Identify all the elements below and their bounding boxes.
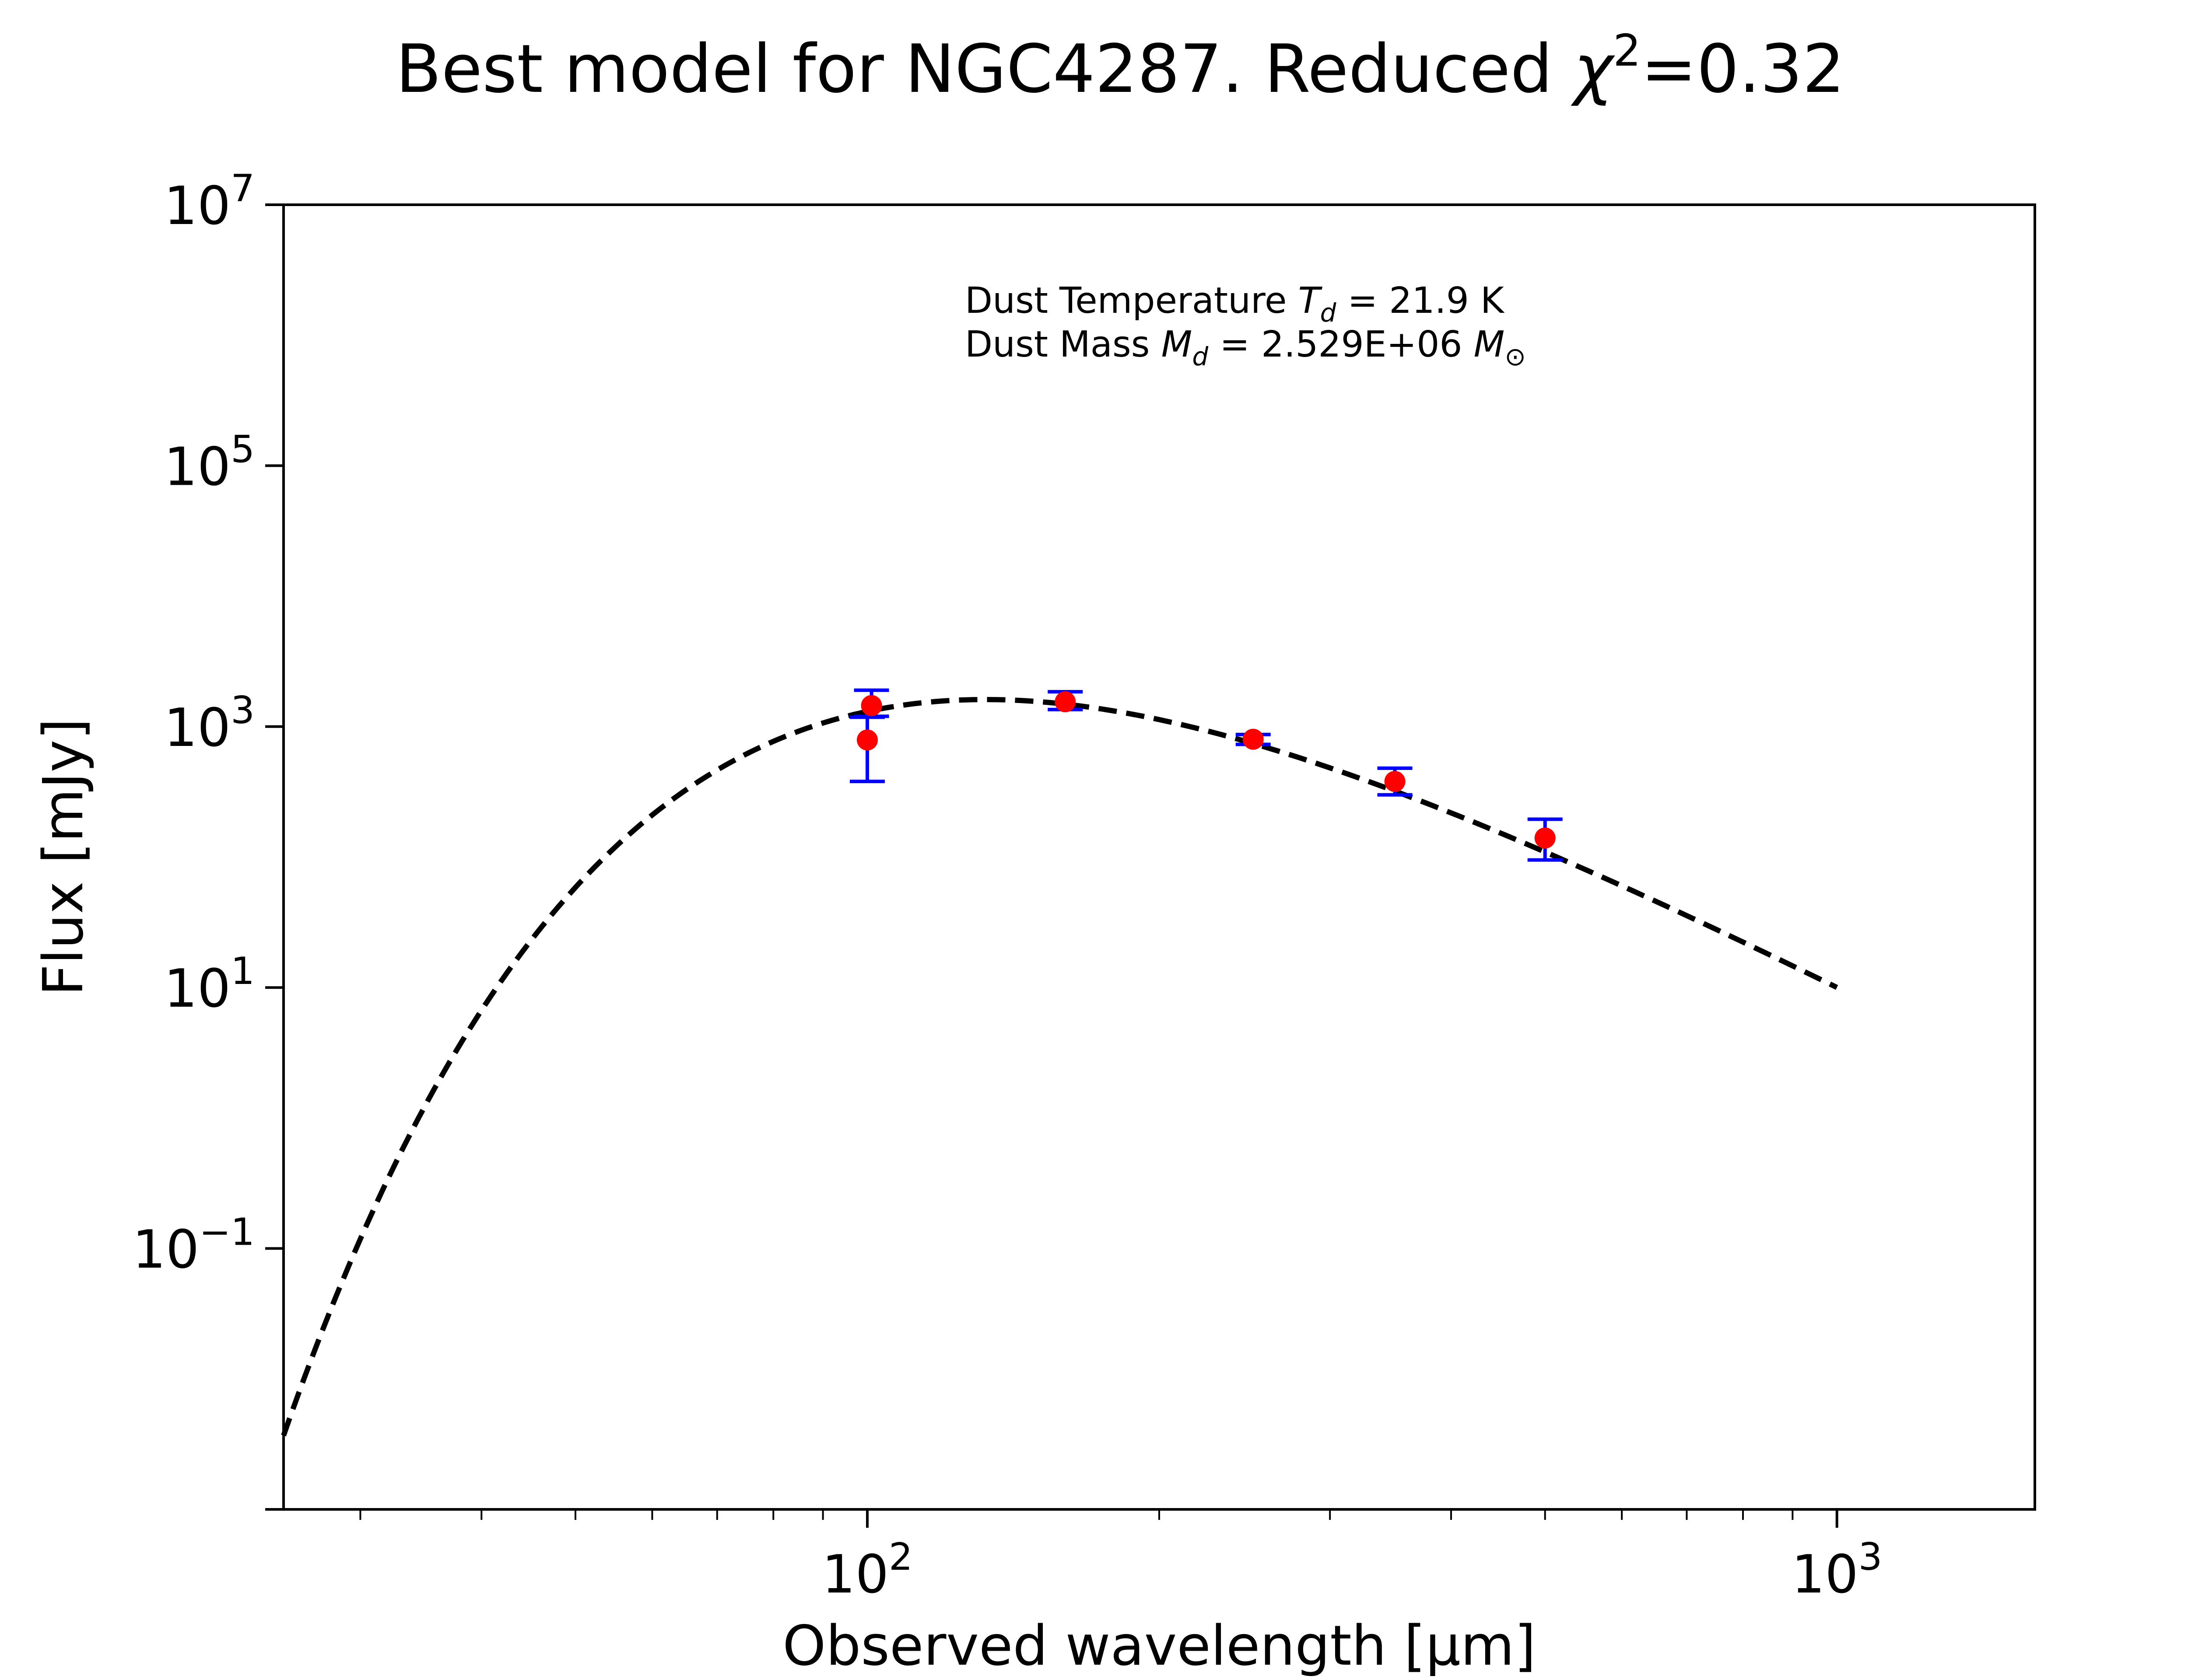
y-tick-label: 105 [164, 427, 255, 497]
y-axis-label: Flux [mJy] [31, 718, 95, 996]
data-point [861, 695, 882, 716]
y-tick-label: 107 [164, 167, 255, 237]
x-tick-label: 102 [822, 1535, 912, 1605]
y-axis: 10−1 101 103 105 107 [133, 167, 284, 1511]
data-point [1055, 691, 1076, 713]
chart-title: Best model for NGC4287. Reduced χ2=0.32 [396, 25, 1844, 108]
dust-mass-annotation: Dust Mass Md = 2.529E+06 M⊙ [965, 324, 1526, 371]
data-point [1534, 827, 1556, 849]
dust-temperature-annotation: Dust Temperature Td = 21.9 K [965, 280, 1505, 328]
x-tick-label: 103 [1792, 1535, 1882, 1605]
y-tick-label: 101 [164, 949, 255, 1019]
plot-area [281, 688, 1838, 1437]
data-point [857, 729, 878, 751]
y-tick-label: 10−1 [133, 1211, 255, 1281]
x-axis: 102 103 [359, 1509, 1882, 1605]
y-tick-label: 103 [164, 689, 255, 759]
data-point [1242, 728, 1264, 750]
x-axis-label: Observed wavelength [μm] [782, 1614, 1536, 1678]
data-point [1384, 771, 1406, 792]
